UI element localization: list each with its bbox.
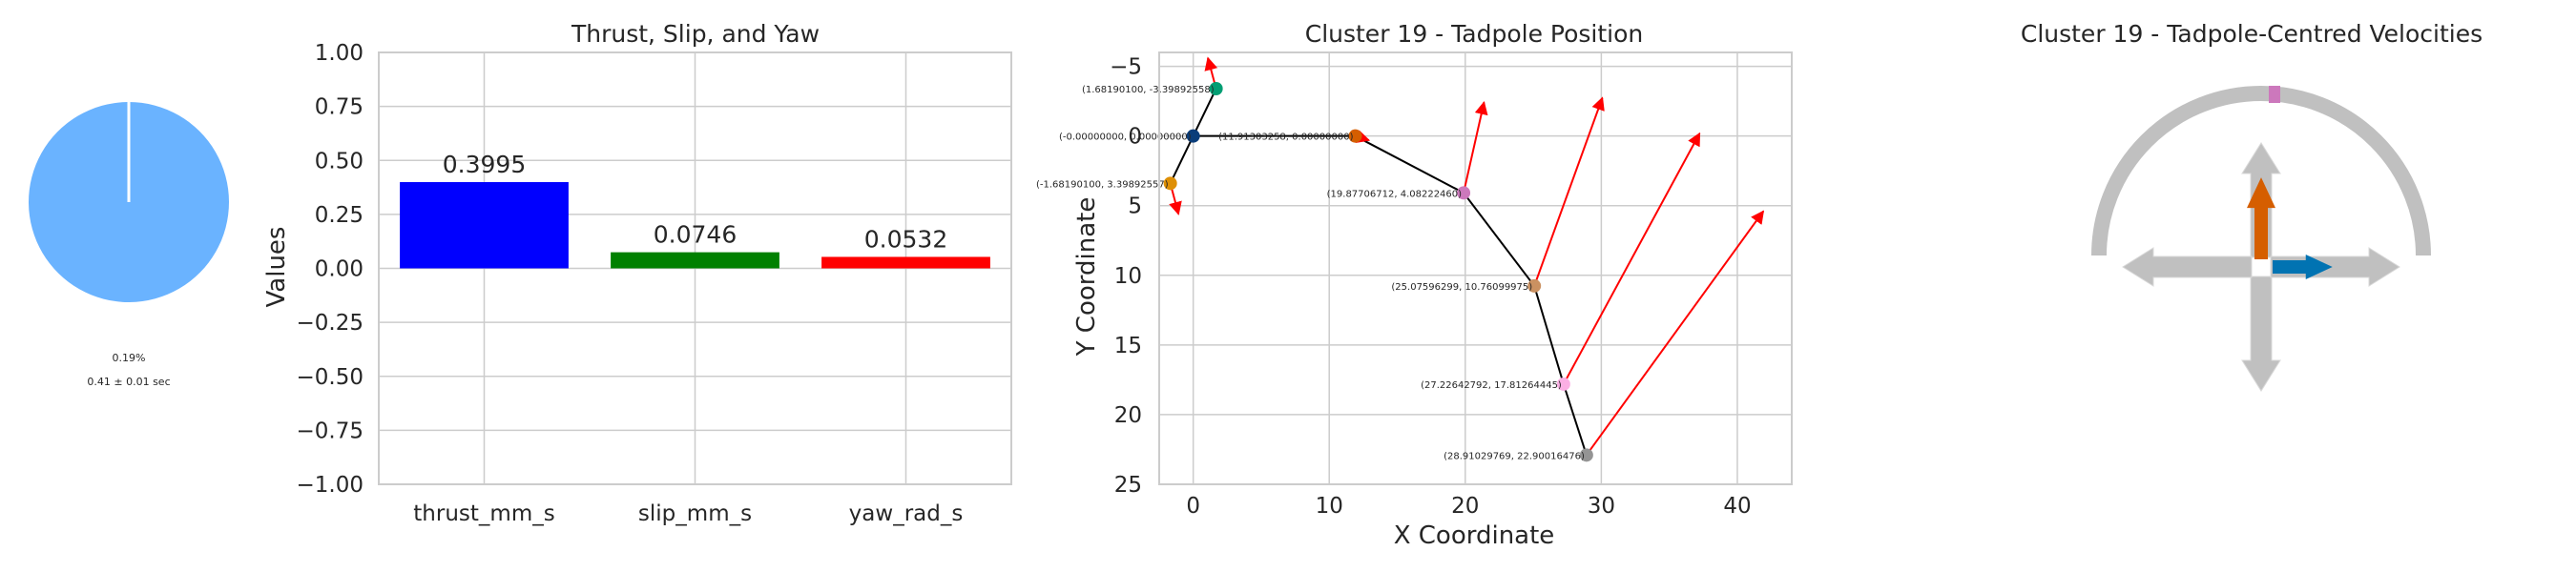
position-point-label: (-1.68190100, 3.39892557)	[1036, 179, 1169, 190]
thrust-arrow	[2247, 177, 2275, 259]
slip-arrow	[2273, 255, 2333, 279]
bar-x-tick-label: slip_mm_s	[638, 501, 752, 526]
velocity-chart-title: Cluster 19 - Tadpole-Centred Velocities	[2021, 20, 2483, 48]
bar-y-tick-label: 0.50	[315, 149, 364, 174]
guide-arrow-down	[2241, 276, 2281, 392]
position-y-tick-label: 0	[1128, 125, 1142, 150]
position-y-axis-label: Y Coordinate	[1072, 197, 1101, 358]
position-y-tick-label: 5	[1128, 194, 1142, 219]
guide-arrow-right	[2270, 247, 2400, 287]
bar-y-tick-label: 0.00	[315, 257, 364, 282]
bar-y-tick-label: −0.25	[297, 311, 364, 336]
position-point-label: (1.68190100, -3.39892558)	[1082, 85, 1215, 95]
bar-x-tick-label: yaw_rad_s	[849, 501, 964, 526]
bar-plot-area: −1.00 −0.75 −0.50 −0.25 0.00 0.25 0.50 0.75 1.00…	[297, 41, 1012, 526]
position-point	[1186, 129, 1200, 143]
pie-slices	[29, 102, 230, 303]
position-point-label: (-0.00000000, 0.00000000)	[1059, 133, 1192, 143]
bar-value-label: 0.0746	[654, 221, 737, 249]
position-x-tick-label: 0	[1186, 494, 1200, 519]
bar-value-label: 0.3995	[443, 151, 526, 178]
velocity-vector	[1533, 96, 1605, 287]
pie-duration-label: 0.41 ± 0.01 sec	[87, 376, 170, 388]
position-point-label: (27.22642792, 17.81264445)	[1421, 380, 1562, 391]
position-point-label: (11.91303258, 0.00000000)	[1218, 133, 1354, 143]
position-y-tick-label: −5	[1110, 55, 1142, 80]
bar-panel: Thrust, Slip, and Yaw Values −1.00−0.75−…	[262, 20, 1012, 526]
position-point-label: (25.07596299, 10.76099975)	[1391, 282, 1532, 293]
yaw-arc	[2091, 86, 2431, 256]
velocity-compass	[2091, 86, 2431, 392]
bar-chart-title: Thrust, Slip, and Yaw	[571, 20, 820, 48]
bar	[611, 252, 779, 269]
position-y-tick-label: 25	[1114, 473, 1142, 498]
bar	[821, 256, 990, 269]
bar-y-axis-label: Values	[262, 227, 291, 308]
bar-axes-frame	[378, 51, 1012, 485]
pie-slice	[29, 102, 230, 303]
position-x-tick-label: 40	[1723, 494, 1751, 519]
position-point-label: (19.87706712, 4.08222460)	[1327, 189, 1463, 199]
bar-y-tick-label: 0.25	[315, 203, 364, 228]
bar-x-tick-label: thrust_mm_s	[413, 501, 554, 526]
bar-y-tick-label: −1.00	[297, 473, 364, 498]
pie-panel: 0.19% 0.41 ± 0.01 sec	[29, 102, 230, 388]
position-y-tick-label: 10	[1114, 264, 1142, 289]
guide-arrow-left	[2122, 247, 2253, 287]
position-y-tick-label: 15	[1114, 334, 1142, 358]
body-spine-line	[1193, 134, 1588, 456]
velocity-vector	[1586, 210, 1765, 456]
position-x-tick-label: 30	[1588, 494, 1615, 519]
position-point-label: (28.91029769, 22.90016476)	[1444, 451, 1585, 461]
bar-y-tick-label: 0.75	[315, 95, 364, 120]
position-point	[1457, 186, 1471, 200]
position-plot-area: 0 10 20 30 40 −5 0 5 10 15 20 25 (1.68190100, -3.398…	[1036, 51, 1793, 519]
position-point	[1209, 82, 1223, 96]
position-y-tick-label: 20	[1114, 403, 1142, 428]
position-point	[1556, 377, 1570, 391]
position-x-tick-label: 20	[1451, 494, 1479, 519]
velocity-vector	[1562, 132, 1701, 385]
position-point	[1348, 129, 1362, 143]
position-chart-title: Cluster 19 - Tadpole Position	[1305, 20, 1644, 48]
yaw-marker	[2269, 86, 2280, 103]
position-point	[1579, 448, 1593, 462]
velocity-vector	[1463, 100, 1488, 194]
bar-y-tick-label: −0.75	[297, 419, 364, 443]
position-axes-frame	[1158, 51, 1793, 485]
pie-percent-label: 0.19%	[113, 352, 146, 364]
position-x-axis-label: X Coordinate	[1394, 521, 1555, 550]
position-point	[1527, 278, 1542, 293]
position-point	[1163, 176, 1177, 191]
position-panel: Cluster 19 - Tadpole Position X Coordina…	[1036, 20, 1793, 550]
velocity-panel: Cluster 19 - Tadpole-Centred Velocities	[2021, 20, 2483, 392]
bar-y-tick-label: −0.50	[297, 365, 364, 390]
bar	[400, 182, 569, 269]
position-x-tick-label: 10	[1316, 494, 1343, 519]
bar-y-tick-label: 1.00	[315, 41, 364, 66]
bar-value-label: 0.0532	[864, 225, 947, 253]
